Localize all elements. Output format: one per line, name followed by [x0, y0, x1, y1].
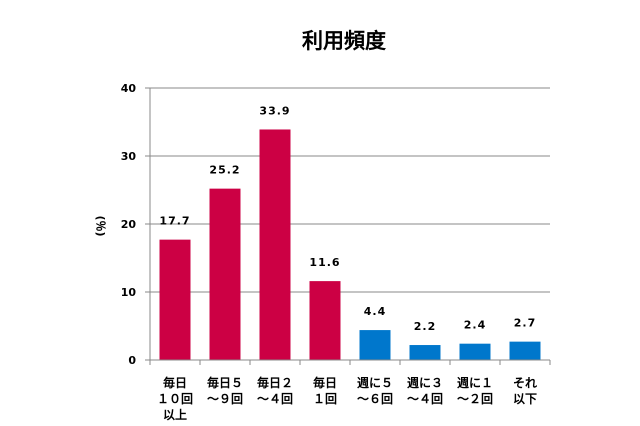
x-tick-label: 週に５～６回	[357, 375, 393, 406]
x-tick-label-line: それ	[513, 376, 537, 390]
x-tick-label: 週に１～２回	[457, 375, 493, 406]
x-tick-label: それ以下	[513, 376, 537, 406]
bar	[309, 281, 341, 360]
x-tick-label-line: ～９回	[207, 392, 243, 406]
bar	[409, 345, 441, 360]
bar	[509, 341, 541, 360]
bar	[159, 239, 191, 360]
x-tick-label-line: 以下	[513, 392, 537, 406]
x-tick-label-line: 週に１	[457, 375, 493, 390]
x-tick-label-line: 毎日	[163, 375, 187, 390]
x-tick-label-line: ～２回	[457, 392, 493, 406]
y-tick-label: 40	[121, 82, 137, 95]
bar	[259, 129, 291, 360]
x-tick-label-line: ～４回	[407, 392, 443, 406]
x-tick-label-line: 以上	[163, 407, 187, 422]
data-label: 2.4	[464, 319, 487, 332]
y-tick-label: 0	[128, 354, 136, 367]
x-tick-label-line: 毎日５	[207, 375, 243, 390]
bar	[359, 330, 391, 360]
x-tick-label-line: ～４回	[257, 392, 293, 406]
x-tick-label-line: 週に５	[357, 375, 393, 390]
x-tick-label-line: １０回	[157, 392, 193, 406]
x-tick-label-line: １回	[313, 392, 337, 406]
x-axis: 毎日１０回以上毎日５～９回毎日２～４回毎日１回週に５～６回週に３～４回週に１～２…	[149, 359, 551, 422]
y-tick-label: 30	[121, 150, 137, 163]
bar	[459, 343, 491, 360]
x-tick-label-line: 毎日	[313, 375, 337, 390]
x-tick-label: 毎日 １回	[313, 375, 337, 406]
bar	[209, 188, 241, 360]
x-tick-label: 毎日 １０回以上	[157, 375, 193, 422]
x-tick-label-line: 週に３	[407, 375, 443, 390]
data-labels: 17.7 25.2 33.9 11.6 4.4 2.2 2.4 2.7	[159, 104, 537, 333]
y-axis: 0 10 20 30 40	[121, 82, 151, 367]
x-tick-label: 毎日５～９回	[207, 375, 243, 406]
data-label: 2.2	[414, 320, 437, 333]
chart-title: 利用頻度	[302, 29, 386, 53]
y-tick-label: 20	[121, 218, 137, 231]
data-label: 33.9	[259, 104, 290, 117]
data-label: 2.7	[514, 317, 537, 330]
x-tick-label: 毎日２～４回	[257, 375, 293, 406]
data-label: 25.2	[209, 164, 240, 177]
x-tick-label-line: 毎日２	[257, 375, 293, 390]
data-label: 11.6	[309, 256, 340, 269]
y-tick-label: 10	[121, 286, 137, 299]
x-tick-label-line: ～６回	[357, 392, 393, 406]
x-tick-label: 週に３～４回	[407, 375, 443, 406]
bars	[159, 129, 541, 360]
y-axis-label: (％)	[94, 215, 107, 236]
data-label: 4.4	[364, 305, 387, 318]
data-label: 17.7	[159, 215, 190, 228]
